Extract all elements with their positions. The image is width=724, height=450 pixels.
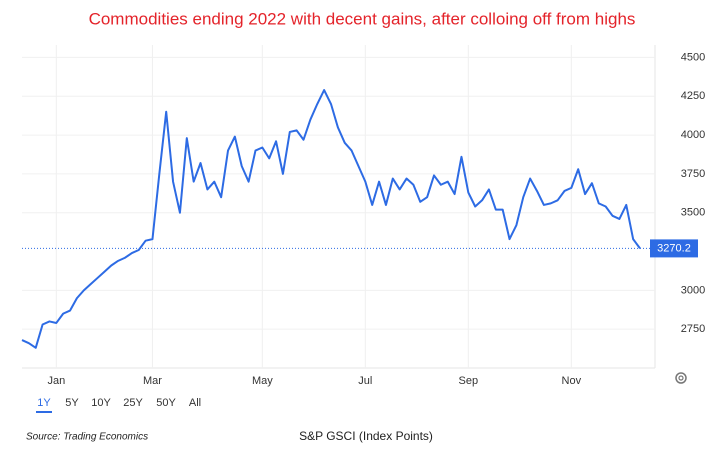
settings-icon[interactable] bbox=[675, 372, 687, 384]
range-button[interactable]: 10Y bbox=[91, 397, 111, 409]
range-button[interactable]: 50Y bbox=[156, 397, 176, 409]
last-value-box bbox=[650, 239, 698, 258]
range-button[interactable]: 5Y bbox=[65, 397, 79, 409]
y-tick-label: 2750 bbox=[681, 323, 705, 335]
x-tick-label: May bbox=[252, 375, 273, 387]
y-tick-label: 4000 bbox=[681, 129, 705, 141]
x-tick-label: Nov bbox=[562, 375, 582, 387]
line-series bbox=[21, 89, 641, 349]
chart-title: Commodities ending 2022 with decent gain… bbox=[89, 9, 636, 28]
x-tick-label: Jul bbox=[358, 375, 372, 387]
y-tick-label: 4500 bbox=[681, 51, 705, 63]
source: Source: Trading Economics bbox=[26, 432, 148, 443]
gear-center[interactable] bbox=[678, 375, 684, 381]
gear[interactable] bbox=[675, 372, 687, 384]
last-value-label: 3270.2 bbox=[657, 242, 691, 254]
y-tick-label: 3750 bbox=[681, 168, 705, 180]
y-tick-label: 3500 bbox=[681, 207, 705, 219]
range-button[interactable]: 25Y bbox=[123, 397, 143, 409]
y-tick-label: 3000 bbox=[681, 284, 705, 296]
range-button[interactable]: All bbox=[189, 397, 201, 409]
y-tick-label: 4250 bbox=[681, 90, 705, 102]
caption: S&P GSCI (Index Points) bbox=[299, 429, 433, 443]
x-tick-label: Mar bbox=[143, 375, 162, 387]
x-tick-label: Jan bbox=[47, 375, 65, 387]
range-button[interactable]: 1Y bbox=[37, 397, 51, 409]
x-tick-label: Sep bbox=[459, 375, 479, 387]
